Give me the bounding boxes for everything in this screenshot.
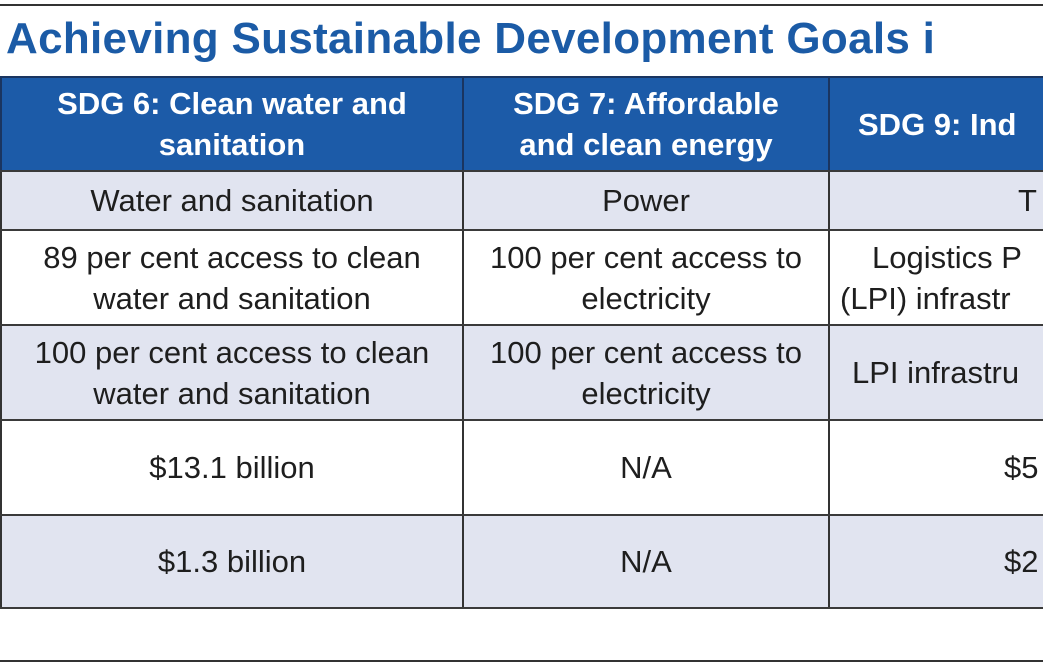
table-row: Water and sanitation Power T [0, 172, 1043, 231]
table-row: 89 per cent access to clean water and sa… [0, 231, 1043, 326]
table-cell: 100 per cent access to electricity [462, 231, 828, 324]
page-title: Achieving Sustainable Development Goals … [6, 14, 936, 63]
table-cell: Power [462, 172, 828, 229]
table-cell: 89 per cent access to clean water and sa… [0, 231, 462, 324]
table-cell: $5 [828, 421, 1043, 514]
table-cell: $13.1 billion [0, 421, 462, 514]
table-cell: $1.3 billion [0, 516, 462, 607]
header-sdg6: SDG 6: Clean water and sanitation [0, 78, 462, 170]
table-cell: Water and sanitation [0, 172, 462, 229]
top-rule [0, 4, 1043, 6]
table-cell: T [828, 172, 1043, 229]
table-row: $1.3 billion N/A $2 [0, 516, 1043, 609]
bottom-rule [0, 660, 1043, 662]
table-cell: N/A [462, 516, 828, 607]
header-sdg9: SDG 9: Ind [828, 78, 1043, 170]
header-sdg7: SDG 7: Affordable and clean energy [462, 78, 828, 170]
table-header-row: SDG 6: Clean water and sanitation SDG 7:… [0, 76, 1043, 172]
table-row: $13.1 billion N/A $5 [0, 421, 1043, 516]
table-cell: 100 per cent access to electricity [462, 326, 828, 419]
table-cell: $2 [828, 516, 1043, 607]
table-cell: LPI infrastru [828, 326, 1043, 419]
table-cell: 100 per cent access to clean water and s… [0, 326, 462, 419]
table-row: 100 per cent access to clean water and s… [0, 326, 1043, 421]
table-cell: Logistics P (LPI) infrastr [828, 231, 1043, 324]
table-cell: N/A [462, 421, 828, 514]
